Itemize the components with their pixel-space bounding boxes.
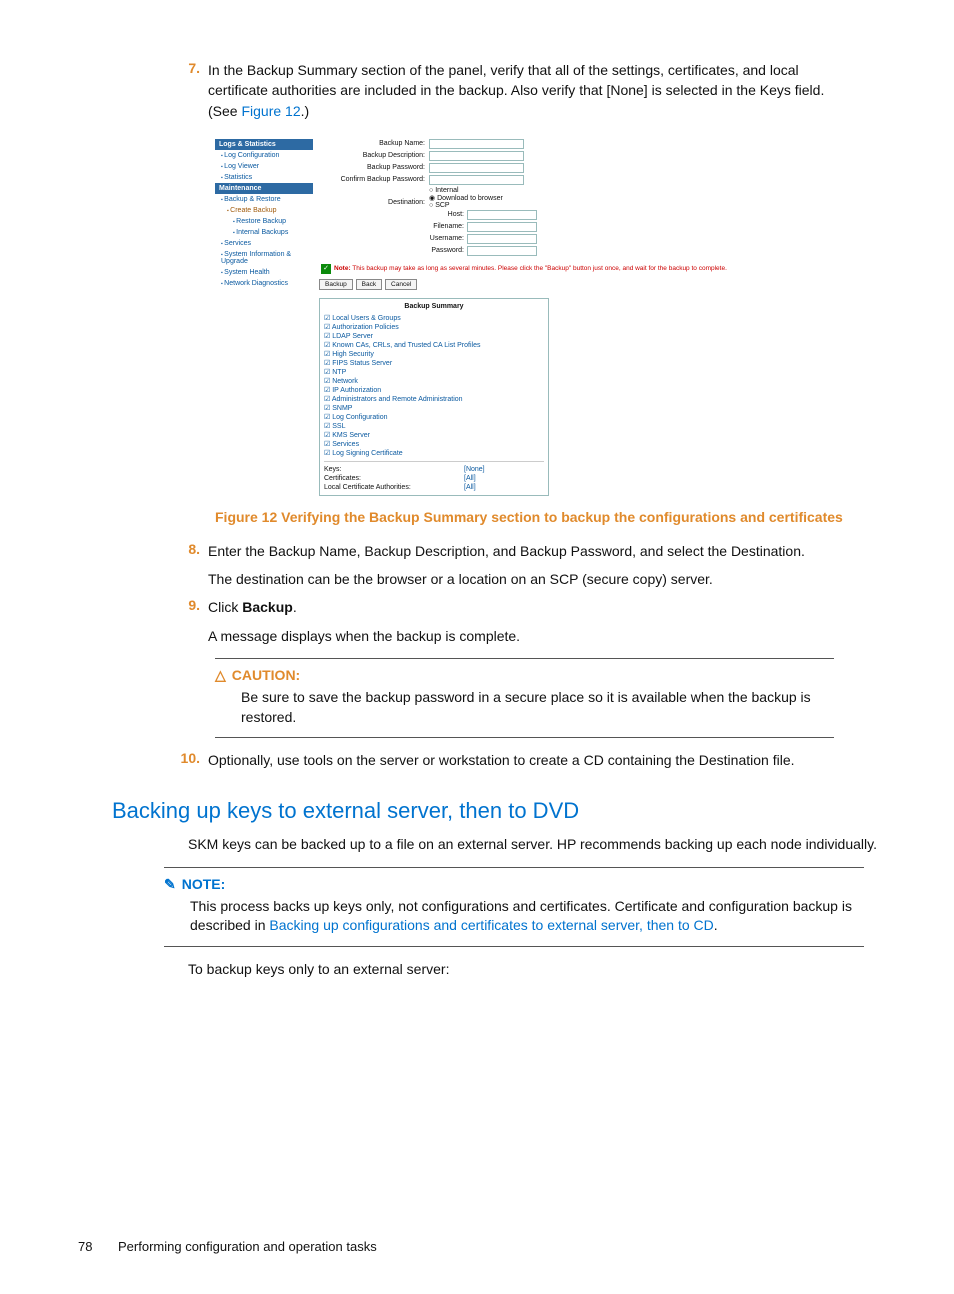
summary-check-item: KMS Server [324, 431, 544, 439]
body-paragraph: To backup keys only to an external serve… [188, 959, 894, 979]
note-label: NOTE: [182, 876, 226, 892]
step-number: 8. [180, 541, 208, 590]
summary-check-item: Services [324, 440, 544, 448]
summary-check-item: FIPS Status Server [324, 359, 544, 367]
sidebar-item[interactable]: Network Diagnostics [215, 278, 313, 289]
form-label: Backup Name: [319, 140, 429, 147]
confirm-pwd-input[interactable] [429, 175, 524, 185]
password-input[interactable] [467, 246, 537, 256]
form-label: Destination: [319, 187, 429, 206]
sidebar-item[interactable]: Log Configuration [215, 150, 313, 161]
summary-kv-row: Certificates:[All] [324, 475, 544, 482]
summary-check-item: Local Users & Groups [324, 314, 544, 322]
sidebar-item[interactable]: System Information & Upgrade [215, 249, 313, 267]
form-label: Confirm Backup Password: [319, 176, 429, 183]
sidebar-item[interactable]: Services [215, 238, 313, 249]
summary-check-item: NTP [324, 368, 544, 376]
note-icon: ✎ [164, 876, 176, 893]
summary-check-item: SSL [324, 422, 544, 430]
summary-check-item: SNMP [324, 404, 544, 412]
figure-screenshot: Logs & Statistics Log Configuration Log … [215, 139, 865, 496]
caution-text: Be sure to save the backup password in a… [241, 688, 834, 727]
sidebar-item[interactable]: Log Viewer [215, 161, 313, 172]
caution-block: △ CAUTION: Be sure to save the backup pa… [215, 658, 834, 738]
backup-button[interactable]: Backup [319, 279, 353, 290]
step-text: In the Backup Summary section of the pan… [208, 60, 834, 121]
sidebar-item[interactable]: Restore Backup [215, 216, 313, 227]
figure-link[interactable]: Figure 12 [241, 103, 300, 119]
step-text: Click Backup. A message displays when th… [208, 597, 894, 646]
summary-check-item: IP Authorization [324, 386, 544, 394]
cancel-button[interactable]: Cancel [385, 279, 417, 290]
form-label: Backup Description: [319, 152, 429, 159]
host-input[interactable] [467, 210, 537, 220]
summary-kv-row: Local Certificate Authorities:[All] [324, 484, 544, 491]
radio-option[interactable]: ○ SCP [429, 202, 537, 209]
cross-ref-link[interactable]: Backing up configurations and certificat… [269, 917, 713, 933]
summary-check-item: Administrators and Remote Administration [324, 395, 544, 403]
summary-kv-row: Keys:[None] [324, 466, 544, 473]
summary-check-item: High Security [324, 350, 544, 358]
summary-check-item: Log Signing Certificate [324, 449, 544, 457]
summary-check-item: Authorization Policies [324, 323, 544, 331]
summary-check-item: Log Configuration [324, 413, 544, 421]
backup-name-input[interactable] [429, 139, 524, 149]
backup-desc-input[interactable] [429, 151, 524, 161]
check-icon: ✓ [321, 264, 331, 274]
chapter-title: Performing configuration and operation t… [118, 1239, 377, 1254]
back-button[interactable]: Back [356, 279, 382, 290]
form-label: Backup Password: [319, 164, 429, 171]
sidebar-item[interactable]: Internal Backups [215, 227, 313, 238]
filename-input[interactable] [467, 222, 537, 232]
radio-option[interactable]: ○ Internal [429, 187, 537, 194]
sidebar-item[interactable]: Backup & Restore [215, 194, 313, 205]
username-input[interactable] [467, 234, 537, 244]
body-paragraph: SKM keys can be backed up to a file on a… [188, 834, 894, 854]
backup-summary-box: Backup Summary Local Users & GroupsAutho… [319, 298, 549, 496]
sidebar-item[interactable]: Create Backup [215, 205, 313, 216]
page-number: 78 [78, 1239, 118, 1254]
note-text: This process backs up keys only, not con… [190, 897, 864, 936]
step-number: 9. [180, 597, 208, 646]
step-text: Optionally, use tools on the server or w… [208, 750, 894, 770]
backup-pwd-input[interactable] [429, 163, 524, 173]
caution-label: CAUTION: [232, 667, 300, 683]
sidebar-item[interactable]: Statistics [215, 172, 313, 183]
step-text: Enter the Backup Name, Backup Descriptio… [208, 541, 894, 590]
section-heading: Backing up keys to external server, then… [112, 798, 894, 824]
summary-check-item: Network [324, 377, 544, 385]
step-number: 7. [180, 60, 208, 121]
caution-icon: △ [215, 667, 226, 684]
summary-title: Backup Summary [324, 303, 544, 310]
step-number: 10. [180, 750, 208, 770]
note-bar: ✓ Note: This backup may take as long as … [319, 262, 865, 276]
page-footer: 78 Performing configuration and operatio… [60, 1239, 894, 1254]
radio-option[interactable]: ◉ Download to browser [429, 194, 537, 202]
sidebar-header: Maintenance [215, 183, 313, 194]
sidebar-item[interactable]: System Health [215, 267, 313, 278]
figure-caption: Figure 12 Verifying the Backup Summary s… [215, 508, 865, 527]
summary-check-item: Known CAs, CRLs, and Trusted CA List Pro… [324, 341, 544, 349]
sidebar-header: Logs & Statistics [215, 139, 313, 150]
summary-check-item: LDAP Server [324, 332, 544, 340]
note-block: ✎ NOTE: This process backs up keys only,… [164, 867, 864, 947]
